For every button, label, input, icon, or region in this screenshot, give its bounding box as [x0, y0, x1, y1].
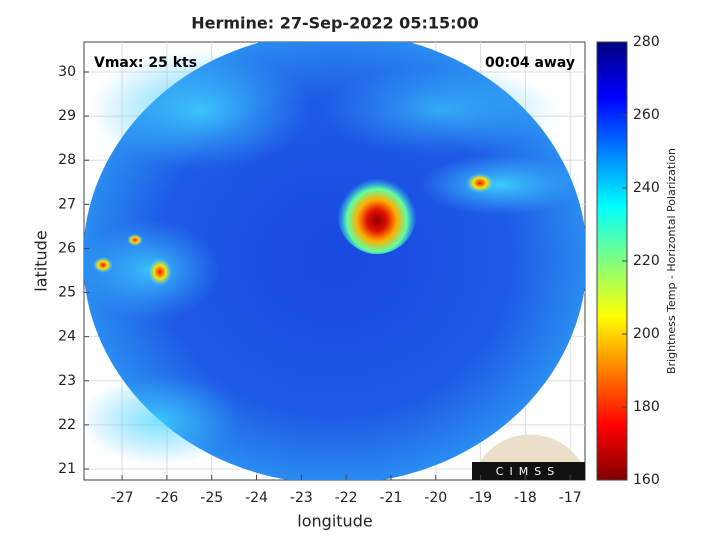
x-tick-label: -19: [469, 490, 492, 506]
x-tick-label: -26: [155, 490, 178, 506]
logo-text: CIMSS: [496, 465, 560, 478]
x-tick-label: -20: [424, 490, 447, 506]
y-tick-label: 22: [58, 417, 76, 433]
logo: CIMSS: [472, 434, 585, 480]
colorbar-tick-label: 180: [633, 399, 660, 415]
colorbar-tick-label: 260: [633, 107, 660, 123]
x-tick-label: -24: [245, 490, 268, 506]
y-tick-label: 24: [58, 329, 76, 345]
x-tick-label: -27: [111, 490, 134, 506]
colorbar-tick-label: 160: [633, 472, 660, 488]
x-tick-label: -21: [380, 490, 403, 506]
x-axis-label: longitude: [297, 512, 372, 531]
colorbar-tick-label: 200: [633, 326, 660, 342]
y-tick-label: 23: [58, 373, 76, 389]
y-tick-label: 27: [58, 196, 76, 212]
y-tick-label: 30: [58, 64, 76, 80]
x-tick-label: -18: [514, 490, 537, 506]
colorbar-tick-label: 220: [633, 253, 660, 269]
annotation: 00:04 away: [485, 55, 575, 71]
x-tick-label: -23: [290, 490, 313, 506]
satellite-image: [84, 42, 585, 480]
x-tick-label: -22: [335, 490, 358, 506]
y-tick-label: 21: [58, 461, 76, 477]
colorbar-label: Brightness Temp - Horizontal Polarizatio…: [665, 148, 678, 374]
y-tick-label: 28: [58, 152, 76, 168]
annotation: Vmax: 25 kts: [94, 55, 197, 71]
colorbar-tick-label: 280: [633, 34, 660, 50]
y-tick-label: 25: [58, 285, 76, 301]
y-tick-label: 26: [58, 240, 76, 256]
x-tick-label: -17: [559, 490, 582, 506]
x-tick-label: -25: [200, 490, 223, 506]
colorbar-tick-label: 240: [633, 180, 660, 196]
chart-title: Hermine: 27-Sep-2022 05:15:00: [191, 14, 479, 33]
y-axis-label: latitude: [32, 230, 51, 291]
y-tick-label: 29: [58, 108, 76, 124]
